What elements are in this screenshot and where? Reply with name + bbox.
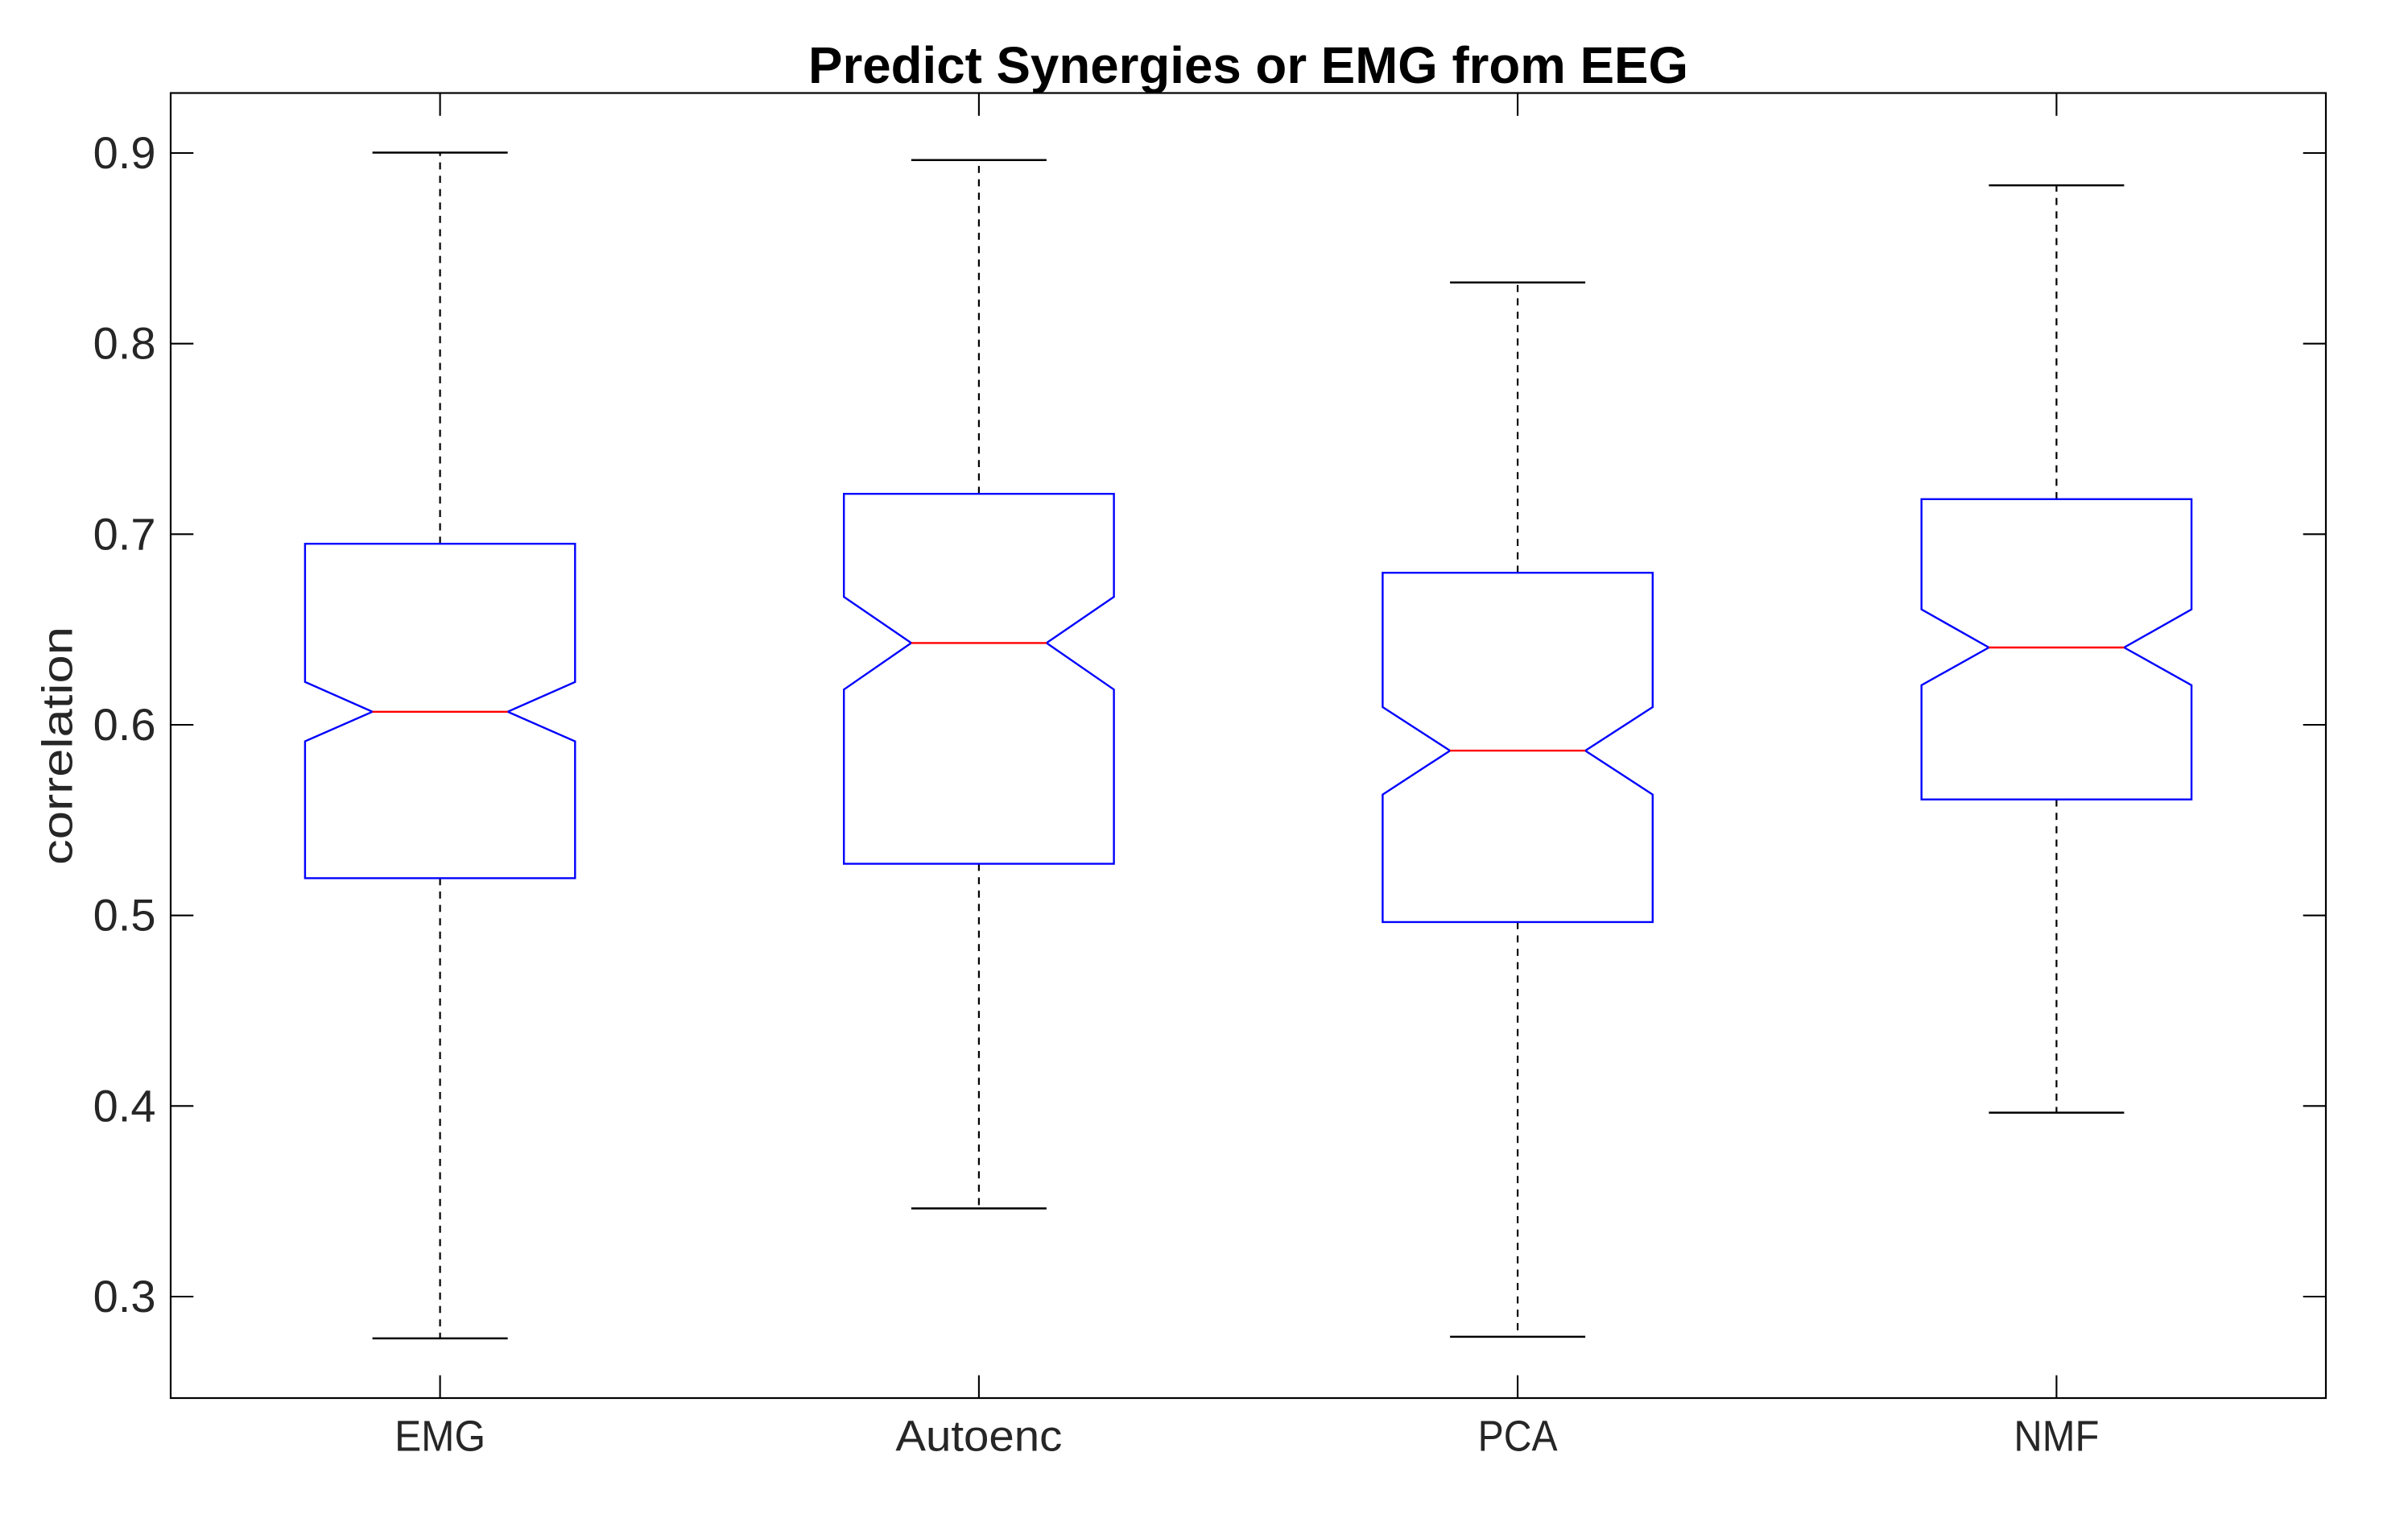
svg-text:0.7: 0.7 — [93, 508, 156, 559]
svg-text:0.6: 0.6 — [93, 699, 156, 750]
svg-text:0.5: 0.5 — [93, 890, 156, 941]
svg-text:0.9: 0.9 — [93, 127, 156, 178]
svg-text:correlation: correlation — [35, 627, 82, 865]
svg-text:Autoenc: Autoenc — [895, 1413, 1062, 1461]
svg-text:0.3: 0.3 — [93, 1271, 156, 1322]
svg-text:NMF: NMF — [2014, 1413, 2099, 1461]
svg-text:EMG: EMG — [394, 1413, 485, 1461]
svg-text:0.8: 0.8 — [93, 318, 156, 369]
svg-text:PCA: PCA — [1478, 1413, 1558, 1461]
svg-text:Predict Synergies or EMG from: Predict Synergies or EMG from EEG — [808, 36, 1688, 94]
svg-text:0.4: 0.4 — [93, 1080, 156, 1131]
